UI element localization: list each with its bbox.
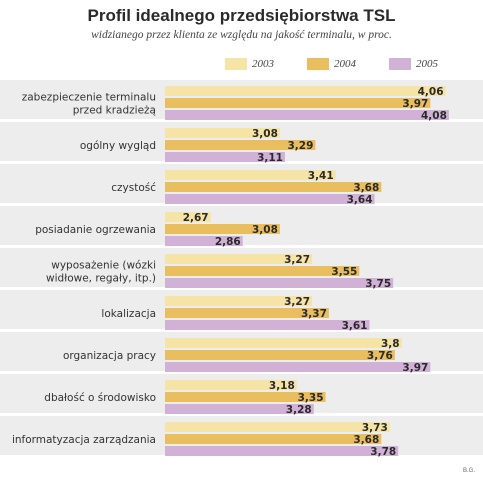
bar-2004	[165, 350, 395, 360]
bar-2004	[165, 224, 280, 234]
bar-2003	[165, 338, 402, 348]
bar-2005	[165, 236, 243, 246]
bar-2005	[165, 110, 449, 120]
bar-2004	[165, 98, 431, 108]
bar-2005	[165, 404, 314, 414]
category-label: przed kradzieżą	[73, 105, 156, 117]
bar-2003	[165, 170, 336, 180]
data-label: 3,61	[342, 320, 368, 332]
category-label: ogólny wygląd	[80, 140, 156, 152]
data-label: 3,08	[252, 224, 278, 236]
bar-2005	[165, 278, 394, 288]
data-label: 3,78	[370, 446, 396, 458]
legend-swatch	[389, 58, 411, 70]
data-label: 3,27	[284, 296, 310, 308]
data-label: 2,67	[183, 212, 209, 224]
legend-swatch	[307, 58, 329, 70]
bar-2005	[165, 362, 431, 372]
bar-2004	[165, 308, 329, 318]
bar-2005	[165, 194, 375, 204]
data-label: 4,06	[418, 86, 444, 98]
bar-2003	[165, 380, 297, 390]
chart-subtitle: widzianego przez klienta ze względu na j…	[91, 29, 392, 41]
data-label: 3,64	[347, 194, 373, 206]
data-label: 3,76	[367, 350, 393, 362]
data-label: 3,68	[353, 182, 379, 194]
data-label: 3,28	[286, 404, 312, 416]
legend-label: 2005	[416, 58, 438, 70]
bar-2003	[165, 422, 390, 432]
data-label: 3,08	[252, 128, 278, 140]
data-label: 3,29	[287, 140, 313, 152]
category-label: posiadanie ogrzewania	[35, 224, 156, 236]
data-label: 3,73	[362, 422, 388, 434]
source-note: B.G.	[462, 468, 475, 474]
data-label: 3,11	[257, 152, 283, 164]
data-label: 3,18	[269, 380, 295, 392]
category-label: dbałość o środowisko	[44, 392, 156, 404]
bar-2003	[165, 296, 313, 306]
bar-2004	[165, 392, 326, 402]
bar-2005	[165, 152, 285, 162]
legend-label: 2004	[334, 58, 356, 70]
category-label: zabezpieczenie terminalu	[22, 92, 156, 104]
bar-2004	[165, 434, 382, 444]
bar-2004	[165, 140, 316, 150]
data-label: 3,97	[402, 98, 428, 110]
bar-2003	[165, 212, 211, 222]
category-label: czystość	[111, 182, 156, 194]
data-label: 3,27	[284, 254, 310, 266]
bar-2003	[165, 86, 446, 96]
category-label: organizacja pracy	[63, 350, 156, 362]
data-label: 3,75	[365, 278, 391, 290]
category-label: informatyzacja zarządzania	[12, 434, 156, 446]
data-label: 3,41	[308, 170, 334, 182]
data-label: 3,37	[301, 308, 327, 320]
data-label: 3,55	[331, 266, 357, 278]
category-label: wyposażenie (wózki	[51, 260, 156, 272]
bar-2004	[165, 266, 360, 276]
data-label: 3,35	[298, 392, 324, 404]
chart-title: Profil idealnego przedsiębiorstwa TSL	[87, 6, 396, 25]
bar-2005	[165, 320, 370, 330]
bar-2003	[165, 128, 280, 138]
category-label: lokalizacja	[101, 308, 156, 320]
legend-label: 2003	[252, 58, 274, 70]
data-label: 2,86	[215, 236, 241, 248]
category-label: widłowe, regały, itp.)	[46, 273, 156, 285]
legend-swatch	[225, 58, 247, 70]
bar-2005	[165, 446, 399, 456]
data-label: 3,97	[402, 362, 428, 374]
data-label: 4,08	[421, 110, 447, 122]
bar-2003	[165, 254, 313, 264]
data-label: 3,68	[353, 434, 379, 446]
data-label: 3,8	[381, 338, 400, 350]
bar-2004	[165, 182, 382, 192]
